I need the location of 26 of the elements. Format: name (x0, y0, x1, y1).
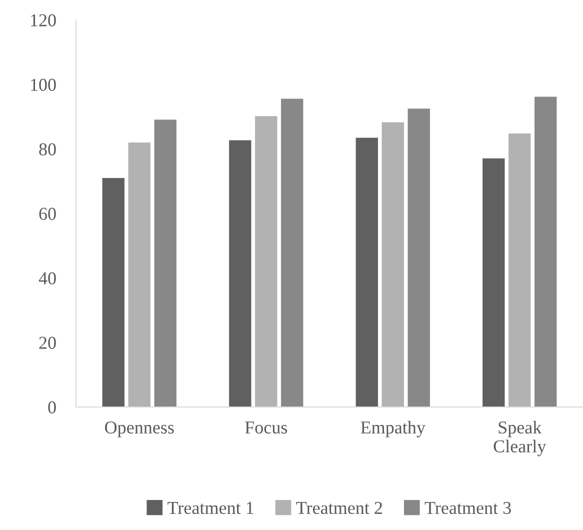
y-tick-label: 0 (48, 401, 56, 414)
bar (128, 142, 150, 407)
legend-label: Treatment 1 (168, 502, 254, 514)
y-tick-label: 40 (38, 272, 56, 284)
legend-label: Treatment 3 (424, 502, 511, 514)
bar (508, 134, 531, 407)
y-tick-label: 120 (31, 14, 56, 26)
bar (534, 96, 557, 407)
bar (154, 120, 176, 407)
bar (382, 122, 404, 407)
legend-label: Treatment 2 (296, 502, 382, 514)
bar (281, 98, 304, 407)
y-tick-label: 20 (39, 336, 56, 349)
bar (102, 178, 124, 407)
bar (255, 116, 278, 407)
x-tick-label: Empathy (360, 420, 426, 438)
x-tick-label: Openness (105, 421, 174, 438)
y-tick-label: 100 (31, 78, 56, 91)
y-tick-label: 80 (39, 143, 56, 156)
bar (408, 108, 430, 407)
bar (229, 140, 252, 407)
y-tick-label: 60 (39, 208, 56, 220)
x-tick-label: Speak Clearly (494, 420, 546, 456)
bar (482, 158, 505, 407)
bar (356, 138, 378, 407)
x-tick-label: Focus (245, 422, 288, 434)
